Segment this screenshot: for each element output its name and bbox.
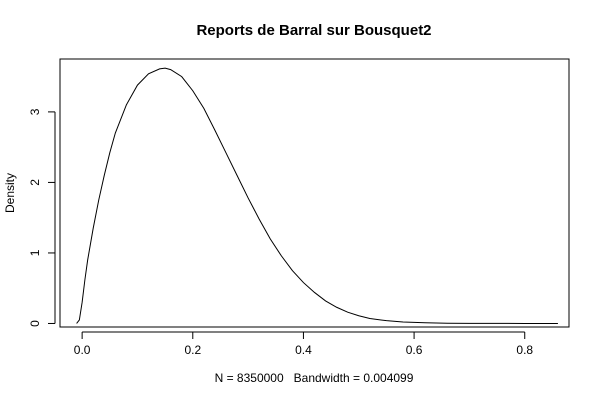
- y-axis-label: Density: [3, 173, 17, 213]
- x-tick-label: 0.0: [74, 343, 91, 357]
- x-tick-label: 0.8: [516, 343, 533, 357]
- chart-title: Reports de Barral sur Bousquet2: [196, 22, 431, 39]
- x-tick-label: 0.2: [184, 343, 201, 357]
- y-tick-label: 3: [28, 108, 42, 115]
- x-tick-label: 0.4: [295, 343, 312, 357]
- x-tick-label: 0.6: [406, 343, 423, 357]
- x-axis: 0.0 0.2 0.4 0.6 0.8: [74, 331, 533, 357]
- y-tick-label: 1: [28, 249, 42, 256]
- plot-frame: [59, 58, 570, 328]
- y-tick-label: 0: [28, 320, 42, 327]
- y-axis: 0 1 2 3: [28, 108, 56, 327]
- density-curve: [76, 67, 558, 324]
- x-axis-label: N = 8350000 Bandwidth = 0.004099: [215, 371, 414, 385]
- y-tick-label: 2: [28, 179, 42, 186]
